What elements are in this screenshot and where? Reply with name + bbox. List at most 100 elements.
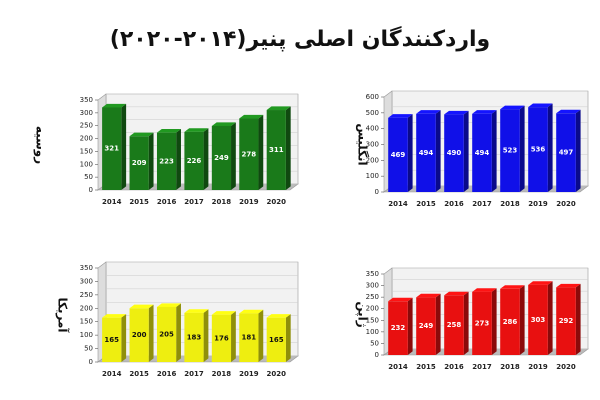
x-tick-label: 2015 (129, 198, 149, 206)
bar-top (528, 103, 553, 108)
bar-side (491, 288, 497, 355)
bar-top (500, 105, 525, 110)
bar (129, 308, 149, 362)
x-tick-label: 2019 (528, 363, 548, 371)
x-tick-label: 2017 (472, 363, 492, 371)
bar (528, 284, 548, 355)
x-tick-label: 2019 (239, 198, 259, 206)
x-tick-label: 2015 (416, 200, 436, 208)
chart: 0 50 100 150 200 250 300 350 روسیه 321 2014 209 2015… (33, 93, 299, 206)
y-tick-label: 50 (370, 339, 379, 347)
data-label: 181 (242, 334, 257, 342)
y-tick-label: 0 (375, 351, 379, 359)
data-label: 205 (159, 330, 174, 338)
bar (472, 113, 492, 192)
y-tick-label: 300 (366, 141, 379, 149)
data-label: 258 (447, 321, 462, 329)
bar (472, 291, 492, 355)
bar-top (528, 281, 553, 285)
data-label: 490 (447, 149, 462, 157)
x-tick-label: 2018 (212, 198, 232, 206)
y-tick-label: 0 (89, 186, 93, 194)
bar-top (156, 303, 181, 307)
bar (184, 312, 204, 362)
data-label: 176 (214, 334, 229, 342)
data-label: 292 (559, 317, 574, 325)
bar (266, 110, 286, 190)
data-label: 311 (269, 146, 284, 154)
bar-side (435, 293, 441, 355)
bar-top (472, 288, 497, 292)
bar (211, 314, 232, 362)
data-label: 494 (419, 149, 434, 157)
y-tick-label: 350 (80, 264, 93, 272)
x-tick-label: 2018 (500, 200, 520, 208)
bar (239, 313, 259, 362)
bar-top (184, 309, 209, 313)
y-tick-label: 300 (80, 277, 93, 285)
y-tick-label: 0 (89, 358, 93, 366)
data-label: 469 (391, 151, 406, 159)
bar (156, 306, 177, 362)
bar-side (285, 106, 291, 190)
data-label: 209 (132, 159, 147, 167)
y-axis-label: انگلیس (356, 123, 370, 165)
x-tick-label: 2016 (157, 370, 177, 378)
bar-side (463, 291, 469, 355)
bar-top (388, 297, 413, 302)
bar (416, 297, 436, 355)
bar-top (500, 285, 525, 289)
y-tick-label: 50 (84, 173, 93, 181)
bar-top (444, 110, 469, 115)
y-axis-label: ژاپن (356, 301, 370, 327)
bar (266, 317, 286, 362)
y-tick-label: 300 (366, 282, 379, 290)
chart: 0 50 100 150 200 250 300 350 آمریکا 165 2014 200 201… (56, 261, 299, 378)
data-label: 165 (104, 336, 119, 344)
bar (556, 113, 576, 192)
bar (239, 118, 259, 190)
bar-side (258, 309, 264, 362)
y-tick-label: 250 (366, 293, 379, 301)
bar-top (388, 114, 413, 118)
bar (444, 295, 464, 355)
bar-top (129, 304, 154, 309)
chart: 0 100 200 300 400 500 600 انگلیس 469 2014 494 2015 4… (356, 90, 589, 208)
data-label: 226 (187, 157, 202, 165)
data-label: 183 (187, 333, 202, 341)
bar (500, 288, 520, 355)
bar-top (129, 132, 154, 137)
y-tick-label: 100 (366, 172, 379, 180)
bar-top (102, 314, 127, 318)
x-tick-label: 2015 (129, 370, 149, 378)
bar-side (463, 110, 469, 192)
y-tick-label: 100 (80, 160, 93, 168)
x-tick-label: 2014 (388, 363, 408, 371)
bar-top (102, 103, 127, 108)
x-tick-label: 2017 (472, 200, 492, 208)
bar-side (407, 297, 413, 355)
bar-top (556, 109, 581, 114)
y-tick-label: 100 (366, 328, 379, 336)
y-tick-label: 250 (80, 291, 93, 299)
bar-top (266, 314, 291, 318)
bar (156, 132, 177, 190)
x-tick-label: 2019 (239, 370, 259, 378)
y-tick-label: 500 (366, 109, 379, 117)
x-tick-label: 2020 (556, 200, 576, 208)
bar-side (203, 309, 209, 362)
x-tick-label: 2014 (102, 370, 122, 378)
bar-top (444, 291, 469, 296)
bar-side (575, 109, 581, 192)
data-label: 165 (269, 336, 284, 344)
bar-side (258, 114, 264, 190)
y-tick-label: 0 (375, 188, 379, 196)
bar-side (148, 132, 154, 190)
y-tick-label: 150 (80, 318, 93, 326)
data-label: 523 (503, 147, 518, 155)
data-label: 536 (531, 146, 546, 154)
x-tick-label: 2014 (102, 198, 122, 206)
y-tick-label: 200 (366, 156, 379, 164)
data-label: 321 (104, 145, 119, 153)
